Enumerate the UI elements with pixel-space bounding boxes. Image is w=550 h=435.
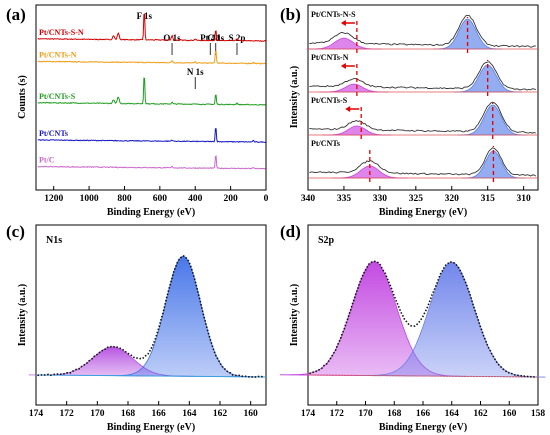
x-d-tick-label: 168 (387, 409, 402, 419)
series-a-0 (37, 13, 266, 42)
series-b-label-3: Pt/CNTs (311, 139, 340, 148)
panel-b: (b) Pt/CNTs-N-SPt/CNTs-NPt/CNTs-SPt/CNTs… (280, 4, 539, 218)
shift-arrowhead-b-0 (340, 20, 346, 26)
series-a-1 (37, 50, 266, 65)
x-a-tick-label: 400 (188, 194, 203, 204)
x-d-tick-label: 162 (473, 409, 488, 419)
x-d-tick-label: 170 (358, 409, 373, 419)
x-d-tick-label: 164 (445, 409, 460, 419)
x-ticks-d: 174 172 170 168 166 164 162 160 158 (301, 401, 546, 419)
x-c-tick-label: 168 (121, 409, 136, 419)
x-axis-title-c: Binding Energy (eV) (107, 422, 195, 433)
x-d-tick-label: 166 (416, 409, 431, 419)
peak-annotation-a: N 1s (187, 67, 204, 77)
peak-annotation-a: S 2p (229, 33, 246, 43)
peak-fill-b-0-1 (433, 18, 503, 50)
x-c-tick-label: 160 (244, 409, 259, 419)
x-c-tick-label: 174 (29, 409, 44, 419)
peak-annotation-a: O 1s (163, 33, 181, 43)
x-b-tick-label: 340 (301, 194, 316, 204)
x-c-baseline (35, 374, 267, 378)
x-b-tick-label: 310 (517, 194, 532, 204)
x-axis-title-b: Binding Energy (eV) (379, 207, 467, 218)
series-a-label-0: Pt/CNTs-S-N (39, 28, 84, 37)
spectrum-b-3 (309, 147, 537, 177)
peak-annotation-a: C 1s (207, 33, 224, 43)
shift-arrowhead-b-1 (340, 63, 346, 69)
series-a-label-2: Pt/CNTs-S (39, 92, 76, 101)
x-c-tick-label: 170 (90, 409, 105, 419)
y-axis-title-b: Intensity (a.u.) (289, 66, 300, 129)
y-axis-title-d: Intensity (a.u.) (289, 284, 300, 347)
spectrum-b-2 (309, 101, 536, 134)
x-b-tick-label: 330 (373, 194, 388, 204)
x-a-tick-label: 1200 (44, 194, 63, 204)
series-a-4 (37, 155, 266, 170)
x-b-tick-label: 325 (409, 194, 424, 204)
peak-fill-b-1-0 (319, 83, 389, 93)
x-b-tick-label: 315 (481, 194, 496, 204)
y-axis-title-a: Counts (s) (17, 75, 28, 119)
x-a-tick-label: 800 (117, 194, 132, 204)
panel-b-letter: (b) (280, 5, 301, 24)
series-group-a: Pt/CNTs-S-N Pt/CNTs-N Pt/CNTs-S Pt/CNTs Pt/C (37, 13, 266, 170)
series-a-3 (37, 128, 266, 144)
title-c: N1s (46, 235, 62, 246)
series-b-label-1: Pt/CNTs-N (311, 53, 349, 62)
panel-c-letter: (c) (6, 222, 25, 241)
x-d-tick-label: 160 (502, 409, 517, 419)
x-a-tick-label: 0 (264, 194, 269, 204)
x-a-tick-label: 200 (223, 194, 238, 204)
x-c-tick-label: 162 (213, 409, 228, 419)
peak-fill-b-2-0 (322, 125, 392, 136)
plot-area-b (307, 4, 539, 191)
panel-a-letter: (a) (6, 5, 26, 24)
spectrum-b-0 (309, 14, 536, 48)
plot-area-c (35, 224, 267, 406)
plot-area-a (35, 4, 267, 191)
x-b-tick-label: 335 (337, 194, 352, 204)
spectrum-b-1 (309, 61, 536, 91)
series-a-label-3: Pt/CNTs (39, 129, 68, 138)
x-b-tick-label: 320 (445, 194, 460, 204)
panel-c: (c) N1s 174 172 170 168 166 164 162 160 Binding… (6, 222, 267, 433)
plot-area-d (307, 224, 539, 406)
y-axis-title-c: Intensity (a.u.) (17, 284, 28, 347)
x-d-baseline (307, 374, 539, 378)
spectrum-d (280, 260, 546, 379)
series-group-b: Pt/CNTs-N-S Pt/CNTs-N Pt/CNTs-S Pt/CNTs (306, 10, 538, 182)
x-c-tick-label: 172 (60, 409, 75, 419)
x-axis-title-d: Binding Energy (eV) (379, 422, 467, 433)
series-a-2 (37, 77, 266, 106)
panel-a: (a) F 1sO 1s Pt 4dN 1sC 1s S 2p Pt/CNTs-S-… (6, 4, 269, 218)
x-c-tick-label: 164 (182, 409, 197, 419)
panel-d: (d) S2p 174 172 170 168 166 164 162 160 158 Bind… (280, 222, 546, 433)
x-d-tick-label: 174 (301, 409, 316, 419)
peak-labels-a: F 1sO 1s Pt 4dN 1sC 1s S 2p (137, 11, 246, 89)
peak-fill-b-2-1 (458, 104, 528, 136)
x-axis-title-a: Binding Energy (eV) (107, 207, 195, 218)
x-a-tick-label: 1000 (80, 194, 99, 204)
series-b-label-2: Pt/CNTs-S (311, 96, 348, 105)
panel-d-letter: (d) (280, 222, 301, 241)
series-a-label-4: Pt/C (39, 156, 55, 165)
spectrum-c (28, 254, 267, 378)
title-d: S2p (318, 235, 335, 246)
x-c-tick-label: 166 (152, 409, 167, 419)
x-ticks-b: 340 335 330 325 320 315 310 (301, 186, 531, 204)
x-d-tick-label: 172 (330, 409, 345, 419)
x-a-tick-label: 600 (153, 194, 168, 204)
x-d-tick-label: 158 (531, 409, 546, 419)
x-ticks-c: 174 172 170 168 166 164 162 160 (29, 401, 258, 419)
peak-annotation-a: Pt 4d (200, 33, 220, 43)
x-ticks-a: 1200 1000 800 600 400 200 0 (44, 186, 269, 204)
series-b-label-0: Pt/CNTs-N-S (311, 10, 356, 19)
series-a-label-1: Pt/CNTs-N (39, 51, 77, 60)
shift-arrowhead-b-2 (345, 106, 351, 112)
